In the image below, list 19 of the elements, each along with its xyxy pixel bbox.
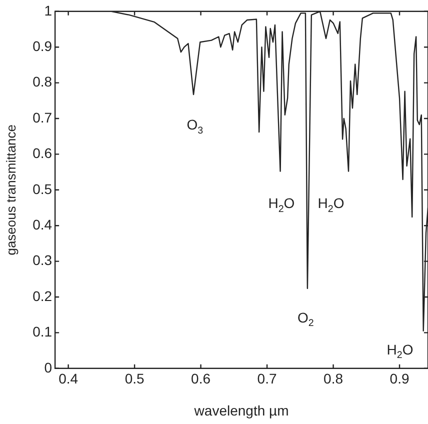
y-tick-label: 0 — [44, 359, 52, 376]
y-axis-title: gaseous transmittance — [3, 124, 18, 256]
x-tick-label: 0.4 — [58, 370, 78, 387]
y-tick-label: 0.1 — [32, 324, 52, 340]
y-tick-label: 0.6 — [32, 145, 52, 162]
y-tick-label: 1 — [44, 2, 52, 18]
y-tick-label: 0.9 — [32, 38, 52, 54]
x-tick-label: 0.7 — [257, 370, 277, 387]
y-tick-label: 0.2 — [32, 288, 52, 304]
x-tick-label: 0.9 — [390, 370, 410, 387]
y-tick-label: 0.5 — [32, 180, 52, 197]
y-tick-label: 0.7 — [32, 109, 52, 126]
x-tick-label: 0.8 — [324, 370, 344, 387]
x-axis-title: wavelength µm — [193, 402, 289, 418]
y-tick-label: 0.3 — [32, 252, 52, 268]
y-tick-label: 0.4 — [32, 216, 52, 232]
y-tick-label: 0.8 — [32, 74, 52, 90]
x-tick-label: 0.6 — [191, 370, 211, 387]
x-tick-label: 0.5 — [124, 370, 144, 387]
